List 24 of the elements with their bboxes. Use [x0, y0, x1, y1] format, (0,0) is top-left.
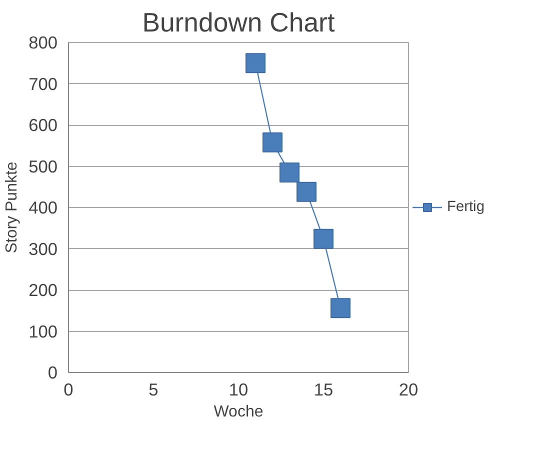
- x-axis-title: Woche: [214, 404, 264, 420]
- y-axis-title: Story Punkte: [4, 162, 21, 254]
- point: [246, 53, 266, 74]
- y-tick-label: 300: [28, 238, 58, 259]
- y-tick-label: 0: [48, 362, 58, 382]
- point: [314, 228, 334, 249]
- x-tick-label: 15: [314, 380, 334, 400]
- x-tick-label: 5: [148, 380, 158, 400]
- y-tick-label: 200: [28, 280, 58, 300]
- y-tick-label: 800: [28, 32, 58, 52]
- y-tick-label: 100: [28, 321, 58, 342]
- y-tick-label: 600: [28, 115, 58, 135]
- y-tick-label: 400: [28, 198, 58, 218]
- y-tick-label: 500: [28, 156, 58, 176]
- x-tick-label: 0: [64, 380, 74, 400]
- point: [296, 182, 316, 202]
- y-tick-label: 700: [28, 74, 58, 94]
- x-tick-label: 20: [398, 380, 418, 400]
- chart-title: Burndown Chart: [142, 8, 336, 38]
- point: [330, 298, 350, 318]
- point: [280, 162, 300, 182]
- legend-label: Fertig: [447, 199, 484, 215]
- x-tick-label: 10: [228, 380, 248, 400]
- point: [262, 132, 282, 152]
